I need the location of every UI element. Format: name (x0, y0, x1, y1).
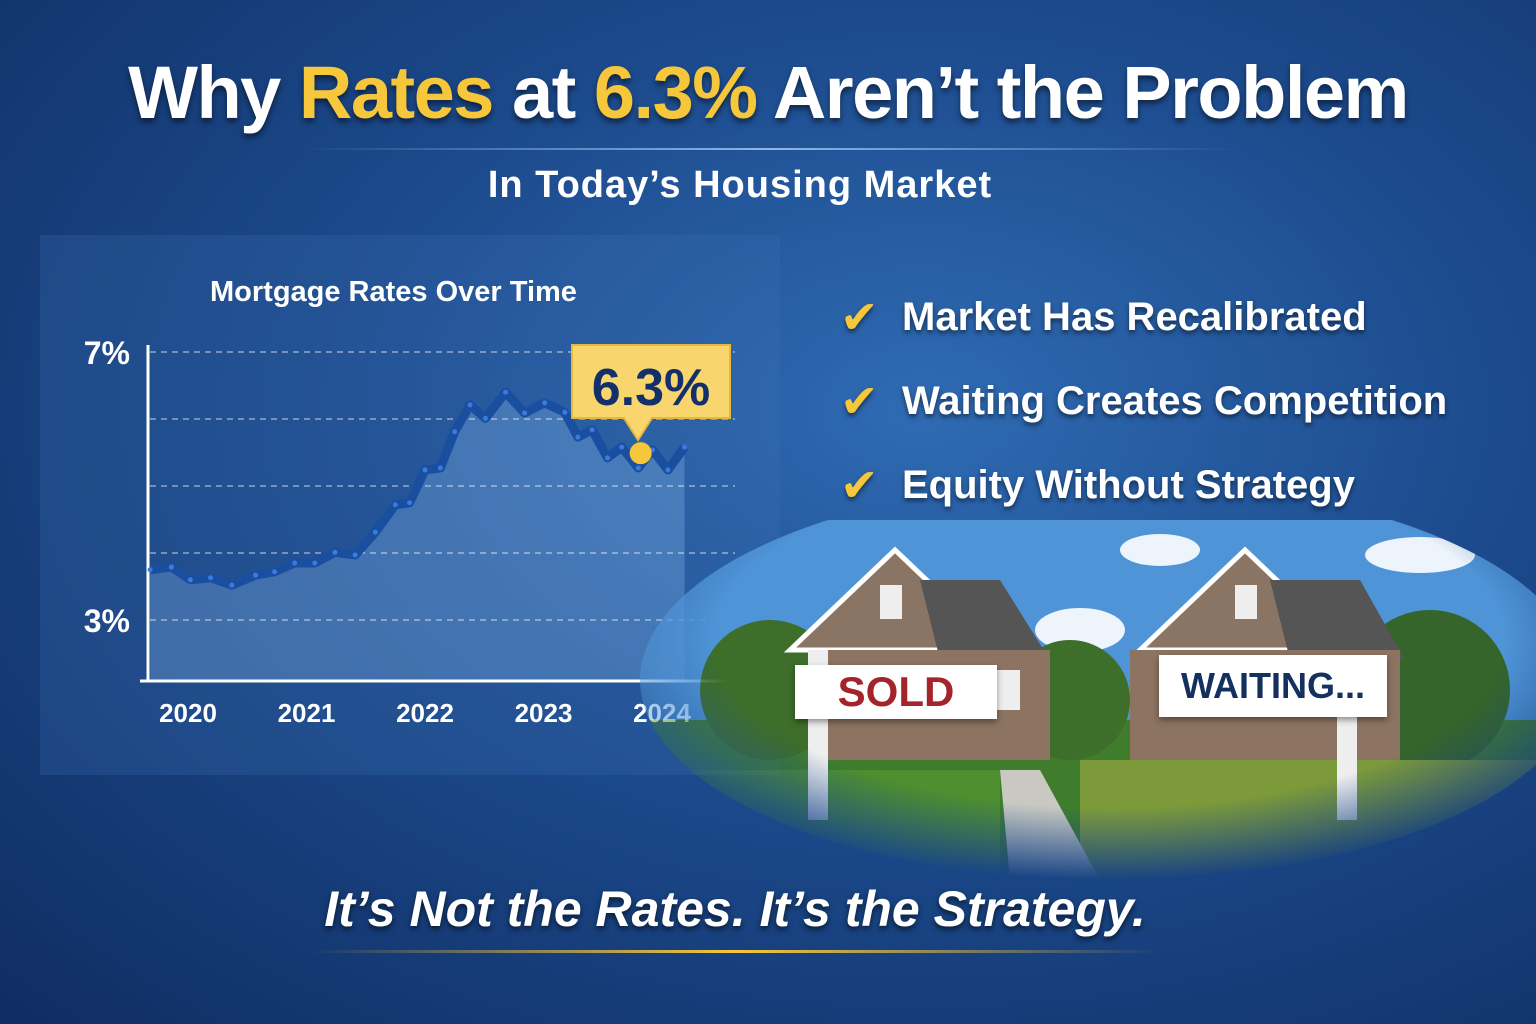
tagline: It’s Not the Rates. It’s the Strategy. (324, 881, 1146, 937)
cloud (1120, 534, 1200, 566)
headline-text: Why (128, 51, 299, 134)
data-point (542, 400, 548, 406)
x-tick-label: 2023 (515, 698, 573, 728)
data-point (147, 567, 153, 573)
callout-label: 6.3% (592, 359, 711, 417)
walkway (1000, 770, 1100, 880)
data-point (619, 444, 625, 450)
data-point (635, 465, 641, 471)
tree (700, 620, 840, 760)
data-point (522, 410, 528, 416)
headline-text: at (492, 51, 594, 134)
chart-title: Mortgage Rates Over Time (210, 276, 577, 308)
data-point (272, 569, 278, 575)
data-point (422, 467, 428, 473)
data-point (312, 560, 318, 566)
headline-highlight: Rates (298, 51, 495, 134)
overgrown-lawn (1080, 760, 1536, 880)
data-point (665, 467, 671, 473)
data-point (437, 465, 443, 471)
y-tick-label: 7% (84, 335, 130, 371)
checklist: ✔ Market Has Recalibrated ✔ Waiting Create… (840, 275, 1447, 527)
sold-sign: SOLD (795, 665, 997, 719)
data-point (682, 444, 688, 450)
checklist-label: Equity Without Strategy (902, 462, 1355, 507)
data-point (482, 415, 488, 421)
data-point (452, 429, 458, 435)
x-tick-label: 2021 (278, 698, 336, 728)
data-point (407, 500, 413, 506)
data-point (253, 572, 259, 578)
data-point (589, 427, 595, 433)
data-point (332, 549, 338, 555)
divider (300, 148, 1240, 150)
data-point (187, 577, 193, 583)
checkmark-icon: ✔ (840, 375, 879, 427)
checkmark-icon: ✔ (840, 459, 879, 511)
data-point (575, 434, 581, 440)
callout-box (571, 344, 731, 442)
headline-text: Aren’t the Problem (756, 51, 1410, 134)
highlight-point (629, 442, 652, 465)
data-point (604, 455, 610, 461)
data-point (372, 529, 378, 535)
checklist-item: ✔ Waiting Creates Competition (840, 359, 1447, 443)
waiting-sign: WAITING... (1159, 655, 1387, 717)
data-point (392, 502, 398, 508)
data-point (467, 402, 473, 408)
checklist-label: Waiting Creates Competition (902, 378, 1448, 423)
y-tick-label: 3% (84, 603, 130, 639)
data-point (208, 575, 214, 581)
cloud (1365, 537, 1475, 573)
data-point (292, 560, 298, 566)
data-point (229, 582, 235, 588)
x-tick-label: 2020 (159, 698, 217, 728)
data-point (503, 389, 509, 395)
subtitle: In Today’s Housing Market (487, 164, 993, 206)
checklist-item: ✔ Market Has Recalibrated (840, 275, 1447, 359)
tagline-underline (310, 950, 1160, 953)
headline-rate: 6.3% (593, 51, 758, 134)
area-fill (150, 392, 685, 680)
x-tick-label: 2022 (396, 698, 454, 728)
houses-illustration (640, 520, 1536, 880)
checkmark-icon: ✔ (840, 291, 879, 343)
cloud (1035, 608, 1125, 652)
sign-post (1337, 690, 1357, 820)
checklist-label: Market Has Recalibrated (902, 294, 1367, 339)
data-point (352, 552, 358, 558)
checklist-item: ✔ Equity Without Strategy (840, 443, 1447, 527)
data-point (562, 409, 568, 415)
mortgage-rate-chart: 7%3%202020212022202320246.3% (84, 335, 738, 728)
data-point (168, 564, 174, 570)
headline: Why Rates at 6.3% Aren’t the Problem (0, 50, 1536, 135)
